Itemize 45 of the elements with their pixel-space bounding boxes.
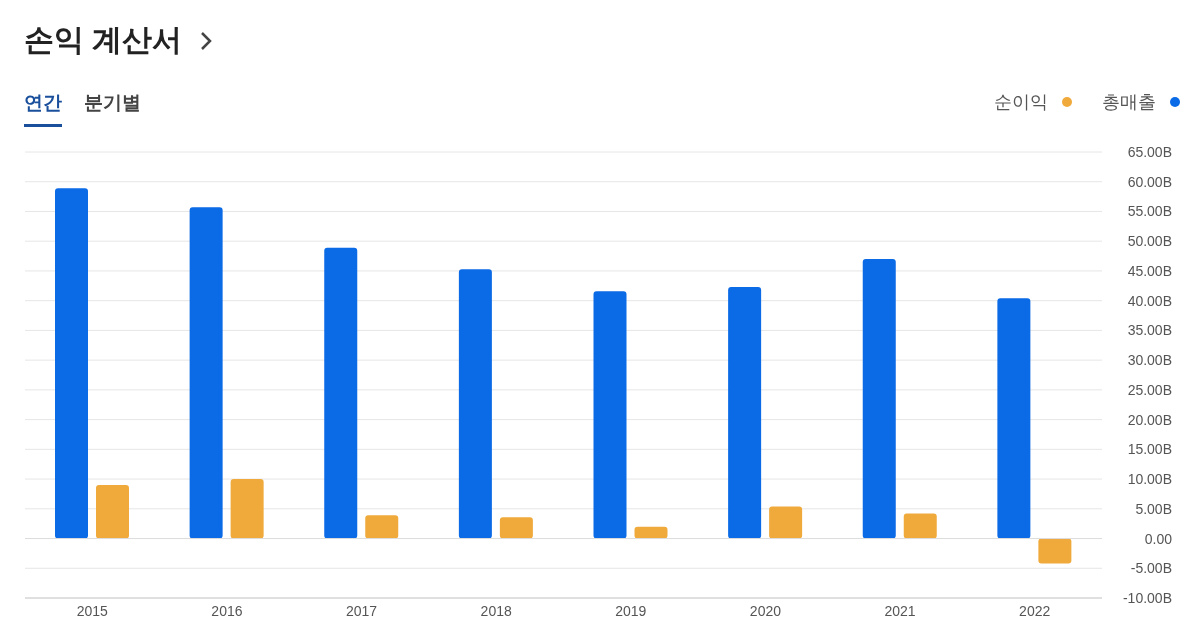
bar [1038, 538, 1072, 564]
y-tick-label: 60.00B [1127, 173, 1172, 190]
y-tick-label: 45.00B [1127, 262, 1172, 279]
x-tick-label: 2016 [211, 602, 243, 619]
chart-title: 손익 계산서 [24, 22, 183, 58]
x-tick-label: 2022 [1019, 602, 1051, 619]
legend-label: 총매출 [1102, 91, 1156, 114]
bar [728, 286, 762, 539]
bar [862, 259, 896, 539]
bar [55, 188, 88, 539]
y-tick-label: 5.00B [1135, 500, 1172, 517]
bar [769, 506, 803, 539]
y-tick-label: 40.00B [1127, 292, 1172, 309]
bar [997, 298, 1031, 539]
bar [324, 247, 358, 539]
x-tick-label: 2015 [76, 602, 109, 619]
y-tick-label: 25.00B [1127, 381, 1172, 398]
x-tick-label: 2018 [480, 602, 512, 619]
y-tick-label: 55.00B [1127, 203, 1172, 220]
bar [634, 526, 668, 539]
x-tick-label: 2020 [749, 602, 782, 619]
text: 연간 [24, 90, 62, 127]
bar [903, 513, 937, 539]
y-tick-label: 35.00B [1127, 322, 1172, 339]
y-tick-label: 50.00B [1127, 233, 1172, 250]
text: 분기별 [84, 91, 141, 115]
y-tick-label: 65.00B [1127, 143, 1172, 160]
y-tick-label: 15.00B [1127, 441, 1172, 458]
bar [458, 269, 492, 539]
bar [593, 291, 627, 539]
x-tick-label: 2017 [345, 602, 378, 619]
bar [499, 517, 533, 539]
bar [189, 207, 223, 539]
y-tick-label: 0.00 [1144, 530, 1173, 547]
x-tick-label: 2021 [884, 602, 916, 619]
x-tick-label: 2019 [615, 602, 647, 619]
y-tick-label: 10.00B [1127, 471, 1172, 488]
y-tick-label: -5.00B [1130, 560, 1172, 577]
y-tick-label: 20.00B [1127, 411, 1172, 428]
bar [230, 479, 264, 539]
y-tick-label: 30.00B [1127, 352, 1172, 369]
legend-label: 순이익 [994, 91, 1048, 114]
bar [96, 485, 129, 539]
y-tick-label: -10.00B [1122, 589, 1172, 606]
bar [365, 515, 399, 539]
